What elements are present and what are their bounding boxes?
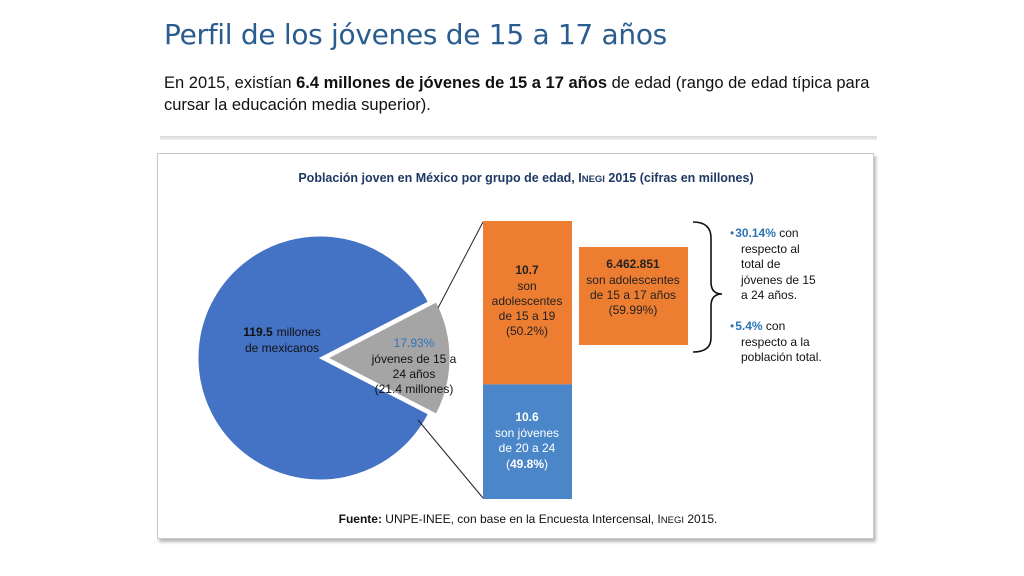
intro-text-bold: 6.4 millones de jóvenes de 15 a 17 años — [296, 74, 607, 92]
sub-box-text1: son adolescentes — [586, 273, 679, 287]
note-2-highlight: 5.4% — [735, 319, 763, 333]
bar-text2-20-24: de 20 a 24 — [499, 441, 556, 455]
note-1-bullet: • — [730, 226, 734, 240]
slice-value-mexicanos: 119.5 — [243, 325, 273, 339]
slice-text-jovenes: jóvenes de 15 a — [371, 352, 457, 366]
slice-text3-jovenes: (21.4 millones) — [375, 382, 454, 396]
bar-text1-20-24: son jóvenes — [495, 426, 559, 440]
pie-chart — [197, 235, 451, 481]
chart-title: Población joven en México por grupo de e… — [298, 171, 753, 185]
bar-pct-close-20-24: ) — [544, 457, 548, 471]
sub-box-label: 6.462.851 son adolescentes de 15 a 17 añ… — [586, 257, 679, 317]
sub-box-15-17 — [579, 247, 688, 345]
intro-text-start: En 2015, existían — [164, 74, 297, 92]
slice-text2-jovenes: 24 años — [393, 367, 436, 381]
chart-source: Fuente: UNPE-INEE, con base en la Encues… — [339, 512, 718, 526]
bar-text2-15-19: adolescentes — [492, 294, 563, 308]
note-1-line3: total de — [741, 257, 781, 271]
chart-title-main: Población joven en México por grupo de e… — [298, 171, 581, 185]
bar-text3-15-19: de 15 a 19 — [499, 309, 556, 323]
note-1-rest1: con — [776, 226, 799, 240]
note-1-line1: •30.14% con — [730, 226, 799, 240]
intro-text-end: de edad (rango de edad típica para cursa… — [164, 74, 870, 114]
chart-title-tail: 2015 (cifras en millones) — [605, 171, 754, 185]
bar-pct-20-24: 49.8% — [510, 457, 544, 471]
bar-pct-open-20-24: ( — [506, 457, 510, 471]
bar-value-15-19: 10.7 — [515, 263, 539, 277]
note-1-line5: a 24 años. — [741, 288, 797, 302]
chart-title-caps: NEGI — [582, 174, 605, 185]
note-1-line2: respecto al — [741, 242, 800, 256]
slide-title: Perfil de los jóvenes de 15 a 17 años — [164, 18, 667, 51]
note-2-line3: población total. — [741, 350, 822, 364]
note-2-rest1: con — [763, 319, 786, 333]
bar-segment-20-24 — [483, 384, 572, 499]
bar-label-15-19: 10.7 son adolescentes de 15 a 19 (50.2%) — [492, 263, 563, 338]
bar-text1-15-19: son — [517, 279, 536, 293]
bar-value-20-24: 10.6 — [515, 410, 539, 424]
note-2-bullet: • — [730, 319, 734, 333]
note-2-line1: •5.4% con — [730, 319, 785, 333]
title-divider — [160, 136, 877, 140]
bar-segment-15-19 — [483, 221, 572, 385]
slice-text2-mexicanos: de mexicanos — [245, 341, 319, 355]
pie-slice-jovenes — [326, 301, 451, 415]
source-text: UNPE-INEE, con base en la Encuesta Inter… — [382, 512, 661, 526]
bar-text4-15-19: (50.2%) — [506, 324, 548, 338]
slice-pct-jovenes: 17.93% — [394, 336, 435, 350]
connector-line-top — [437, 221, 484, 309]
note-2-line2: respecto a la — [741, 335, 810, 349]
pie-slice-mexicanos — [197, 235, 430, 481]
intro-paragraph: En 2015, existían 6.4 millones de jóvene… — [164, 72, 876, 116]
note-1-line4: jóvenes de 15 — [740, 273, 816, 287]
bar-label-20-24: 10.6 son jóvenes de 20 a 24 (49.8%) — [495, 410, 559, 471]
source-caps: NEGI — [661, 515, 684, 526]
bar-text3-20-24: (49.8%) — [506, 457, 548, 471]
brace-icon — [692, 221, 723, 353]
sub-box-text3: (59.99%) — [609, 303, 658, 317]
sub-box-text2: de 15 a 17 años — [590, 288, 676, 302]
slice-text-mexicanos: millones — [277, 325, 321, 339]
notes: •30.14% con respecto al total de jóvenes… — [730, 226, 822, 364]
sub-box-value: 6.462.851 — [606, 257, 660, 271]
source-label: Fuente: — [339, 512, 382, 526]
connector-line-bottom — [417, 419, 484, 499]
slice-label-mexicanos: 119.5 millones — [243, 325, 320, 339]
source-tail: 2015. — [684, 512, 717, 526]
note-1-highlight: 30.14% — [735, 226, 776, 240]
